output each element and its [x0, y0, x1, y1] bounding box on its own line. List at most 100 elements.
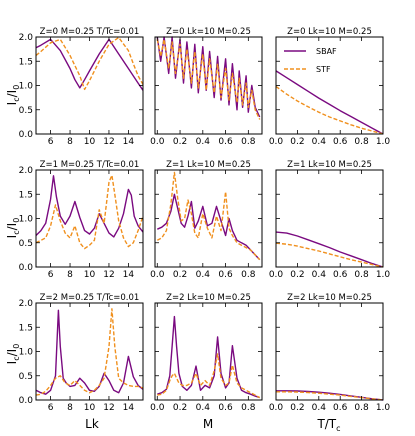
series-sbaf-line [275, 231, 384, 268]
xtick-label: 0.4 [312, 403, 327, 413]
xtick-label: 0.0 [269, 270, 284, 280]
xtick-label: 12 [103, 403, 114, 413]
ylabel-row2: Ic/I0 [5, 218, 21, 239]
panel-title: Z=2 Lk=10 M=0.25 [287, 293, 372, 303]
panel-r3-c2: 0.0 0.2 0.4 0.6 0.8 Z=2 Lk=10 M=0.25 [150, 293, 263, 413]
panel-title: Z=1 M=0.25 T/Tc=0.01 [40, 160, 140, 170]
xtick-label: 0.4 [312, 270, 327, 280]
ytick-label: 2.0 [19, 33, 34, 43]
xtick-label: 0.8 [241, 137, 256, 147]
ytick-label: 1.0 [19, 82, 34, 92]
panel-title: Z=2 Lk=10 M=0.25 [166, 293, 251, 303]
xtick-label: 0.2 [173, 403, 187, 413]
panel-title: Z=1 Lk=10 M=0.25 [287, 160, 372, 170]
ytick-label: 1.5 [19, 323, 33, 333]
series-sbaf-line [156, 36, 261, 118]
xtick-label: 0.4 [312, 137, 327, 147]
xtick-label: 12 [103, 270, 114, 280]
xtick-label: 6 [48, 137, 54, 147]
xtick-label: 8 [67, 270, 73, 280]
xtick-label: 0.6 [218, 403, 233, 413]
xtick-label: 0.6 [218, 270, 233, 280]
xtick-label: 14 [123, 403, 135, 413]
panel-r3-c1: 0.0 0.5 1.0 1.5 2.0 6 8 10 12 14 Z=2 M=0.25 T/Tc=0… [19, 293, 144, 413]
xtick-label: 0.2 [290, 270, 304, 280]
ytick-label: 0.5 [19, 106, 33, 116]
xtick-label: 8 [67, 137, 73, 147]
xtick-label: 0.8 [241, 270, 256, 280]
xtick-label: 0.6 [333, 270, 348, 280]
panel-title: Z=0 M=0.25 T/Tc=0.01 [40, 27, 140, 37]
series-stf-line [35, 174, 144, 250]
xtick-label: 0.4 [196, 270, 211, 280]
xtick-label: 0.6 [333, 137, 348, 147]
panels-layer: 0.0 0.5 1.0 1.5 2.0 6 8 10 12 14 Z=0 M=0.25 T/Tc=0… [19, 27, 391, 413]
panel-r3-c3: 0.0 0.2 0.4 0.6 0.8 1.0 Z=2 Lk=10 M=0.25 [269, 293, 391, 413]
xtick-label: 1.0 [376, 270, 391, 280]
panel-frame [275, 169, 384, 268]
legend-label-stf: STF [316, 65, 331, 74]
ytick-label: 1.5 [19, 190, 33, 200]
ytick-label: 2.0 [19, 299, 34, 309]
ytick-label: 0.5 [19, 239, 33, 249]
panel-r2-c1: 0.0 0.5 1.0 1.5 2.0 6 8 10 12 14 Z=1 M=0.25 T/Tc=0… [19, 160, 144, 280]
series-sbaf-line [35, 309, 144, 395]
xtick-label: 1.0 [376, 137, 391, 147]
xtick-label: 10 [84, 137, 96, 147]
panel-r2-c3: 0.0 0.2 0.4 0.6 0.8 1.0 Z=1 Lk=10 M=0.25 [269, 160, 391, 280]
xtick-label: 0.4 [196, 137, 211, 147]
xtick-label: 0.0 [269, 137, 284, 147]
ytick-label: 1.0 [19, 348, 34, 358]
series-sbaf-line [157, 193, 261, 261]
series-stf-line [275, 242, 384, 268]
xtick-label: 1.0 [376, 403, 391, 413]
legend-label-sbaf: SBAF [316, 47, 337, 56]
series-sbaf-line [35, 38, 144, 91]
xtick-label: 0.2 [173, 137, 187, 147]
panel-title: Z=1 Lk=10 M=0.25 [166, 160, 251, 170]
xtick-label: 10 [84, 270, 96, 280]
xtick-label: 10 [84, 403, 96, 413]
xtick-label: 0.0 [269, 403, 284, 413]
series-stf-line [275, 85, 384, 135]
xtick-label: 8 [67, 403, 73, 413]
xtick-label: 0.2 [173, 270, 187, 280]
panel-r1-c2: 0.0 0.2 0.4 0.6 0.8 Z=0 Lk=10 M=0.25 [150, 27, 263, 147]
xtick-label: 0.0 [150, 137, 165, 147]
ytick-label: 1.0 [19, 215, 34, 225]
xlabel-t-over-tc: T/Tc [316, 417, 340, 433]
xtick-label: 14 [123, 137, 135, 147]
panel-title: Z=2 M=0.25 T/Tc=0.01 [40, 293, 140, 303]
xtick-label: 0.8 [241, 403, 256, 413]
xtick-label: 6 [48, 270, 54, 280]
xlabel-lk: Lk [85, 417, 99, 431]
panel-r1-c3: 0.0 0.2 0.4 0.6 0.8 1.0 Z=0 Lk=10 M=0.25 [269, 27, 391, 147]
xtick-label: 0.8 [354, 403, 369, 413]
series-sbaf-line [157, 315, 260, 399]
xtick-label: 0.6 [218, 137, 233, 147]
series-stf-line [156, 171, 261, 261]
ytick-label: 0.0 [19, 130, 34, 140]
xtick-label: 0.0 [150, 270, 165, 280]
series-stf-line [35, 308, 144, 396]
ylabel-row3: Ic/I0 [5, 344, 21, 365]
xtick-label: 0.4 [196, 403, 211, 413]
xtick-label: 0.6 [333, 403, 348, 413]
ytick-label: 0.0 [19, 263, 34, 273]
series-sbaf-line [276, 390, 384, 401]
xtick-label: 0.8 [354, 137, 369, 147]
xtick-label: 0.2 [290, 137, 304, 147]
series-sbaf-line [275, 70, 384, 135]
ylabel-row1: Ic/I0 [5, 85, 21, 106]
xtick-label: 12 [103, 137, 114, 147]
ytick-label: 0.5 [19, 372, 33, 382]
xtick-label: 0.8 [354, 270, 369, 280]
panel-frame [35, 36, 144, 135]
xtick-label: 0.0 [150, 403, 165, 413]
panel-frame [154, 169, 263, 268]
legend: SBAF STF [284, 47, 337, 74]
panel-r1-c1: 0.0 0.5 1.0 1.5 2.0 6 8 10 12 14 Z=0 M=0.25 T/Tc=0… [19, 27, 144, 147]
xlabel-m: M [203, 417, 213, 431]
series-stf-line [156, 38, 261, 120]
